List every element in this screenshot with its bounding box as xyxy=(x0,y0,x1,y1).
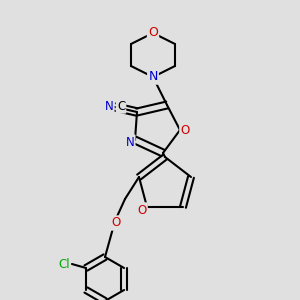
Text: N: N xyxy=(148,70,158,83)
Text: Cl: Cl xyxy=(58,257,70,271)
Text: C: C xyxy=(117,100,125,112)
Text: N: N xyxy=(126,136,134,148)
Text: O: O xyxy=(180,124,190,136)
Text: O: O xyxy=(148,26,158,40)
Text: O: O xyxy=(111,217,121,230)
Text: N: N xyxy=(105,100,113,112)
Text: O: O xyxy=(137,203,147,217)
